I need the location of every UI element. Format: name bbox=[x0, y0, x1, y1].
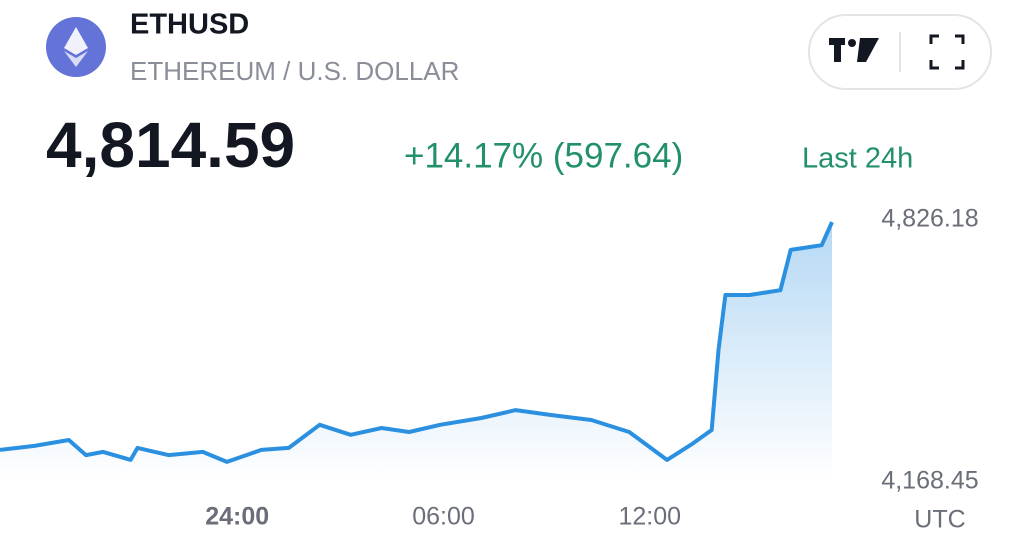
fullscreen-button[interactable] bbox=[929, 34, 965, 70]
y-tick-label: 4,168.45 bbox=[881, 467, 978, 495]
tradingview-button[interactable] bbox=[829, 38, 879, 62]
period: Last 24h bbox=[802, 143, 913, 175]
symbol-name: ETHEREUM / U.S. DOLLAR bbox=[130, 56, 459, 86]
x-tick-label: 24:00 bbox=[205, 503, 269, 531]
price-line bbox=[0, 221, 834, 464]
x-tick-label: 06:00 bbox=[412, 503, 475, 531]
symbol: ETHUSD bbox=[130, 9, 249, 41]
x-axis-label: UTC bbox=[914, 506, 965, 534]
area bbox=[0, 222, 832, 482]
eth-glyph bbox=[64, 51, 88, 67]
eth-glyph bbox=[64, 27, 88, 55]
x-tick-label: 12:00 bbox=[619, 503, 682, 531]
y-tick-label: 4,826.18 bbox=[881, 205, 978, 233]
price: 4,814.59 bbox=[46, 109, 295, 181]
change: +14.17% (597.64) bbox=[404, 136, 683, 175]
